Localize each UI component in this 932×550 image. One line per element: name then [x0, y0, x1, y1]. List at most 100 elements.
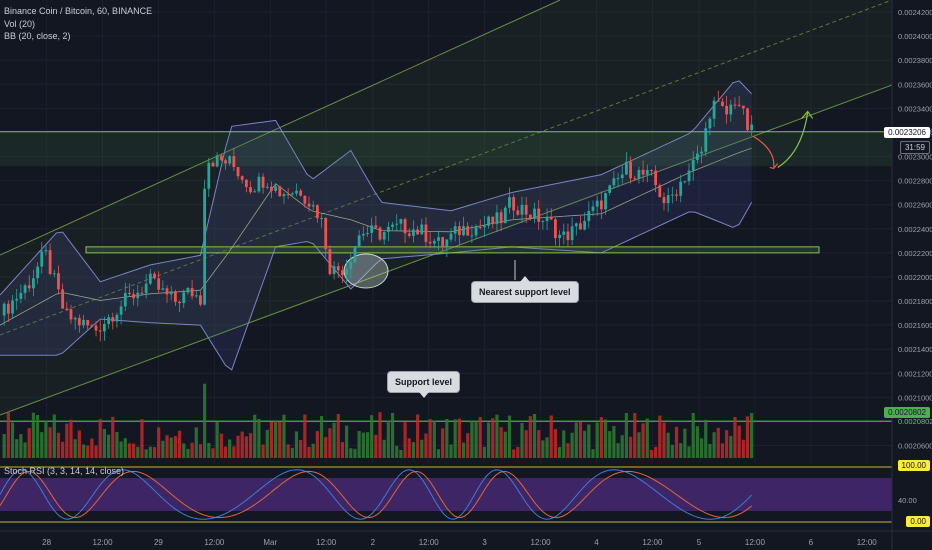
volume-bar	[461, 442, 466, 458]
candle-body	[215, 155, 219, 167]
volume-bar	[695, 426, 699, 458]
volume-bar	[136, 446, 140, 458]
candle-body	[445, 239, 449, 247]
candle-body	[449, 233, 453, 240]
candle-body	[432, 240, 436, 244]
price-tick-label: 0.0022000	[898, 273, 932, 282]
volume-bar	[253, 414, 257, 458]
candle-body	[270, 186, 273, 191]
volume-bar	[61, 441, 65, 458]
candle-body	[311, 205, 315, 207]
volume-bar	[332, 422, 336, 458]
volume-bar	[349, 448, 353, 458]
volume-bar	[232, 446, 236, 458]
candle-body	[27, 285, 31, 289]
candle-body	[549, 216, 553, 220]
price-tick-label: 0.0022600	[898, 201, 932, 210]
volume-bar	[244, 436, 248, 458]
time-tick-label: 29	[154, 538, 163, 547]
volume-bar	[294, 431, 299, 458]
candle-body	[132, 294, 136, 299]
stoch-band-fill	[0, 478, 892, 511]
volume-bar	[127, 443, 132, 458]
candle-body	[499, 212, 503, 224]
candle-body	[278, 186, 282, 197]
candle-body	[303, 195, 307, 204]
candle-body	[315, 205, 319, 219]
candle-body	[194, 295, 198, 297]
volume-bar	[474, 420, 478, 458]
candle-body	[374, 225, 378, 228]
candle-body	[733, 104, 737, 106]
volume-bar	[328, 428, 332, 458]
candle-body	[332, 266, 336, 275]
candle-body	[554, 219, 557, 239]
volume-bar	[106, 434, 111, 458]
candle-body	[257, 176, 261, 192]
candle-body	[19, 292, 23, 299]
candle-body	[157, 278, 161, 290]
volume-bar	[382, 439, 386, 458]
volume-bar	[257, 419, 261, 458]
bb-lower	[0, 202, 753, 371]
time-tick-label: 12:00	[316, 538, 337, 547]
volume-bar	[549, 415, 553, 458]
candle-body	[524, 204, 528, 215]
candle-body	[11, 300, 14, 314]
volume-bar	[541, 440, 545, 458]
candle-body	[704, 128, 708, 152]
candle-body	[537, 208, 541, 222]
volume-bar	[119, 441, 123, 458]
stoch-indicator-label: Stoch RSI (3, 3, 14, 14, close)	[4, 466, 125, 476]
candle-body	[391, 224, 394, 227]
volume-bar	[132, 443, 136, 458]
volume-bar	[307, 447, 311, 458]
volume-bar	[645, 418, 649, 458]
resistance-zone	[0, 131, 892, 167]
candle-body	[478, 226, 482, 228]
candle-body	[725, 105, 729, 115]
volume-bar	[52, 414, 56, 458]
volume-bar	[486, 422, 491, 458]
candle-body	[207, 162, 211, 189]
rsi-top-tag: 100.00	[897, 460, 930, 471]
volume-bar	[708, 443, 712, 458]
candle-body	[395, 223, 399, 225]
candle-body	[341, 270, 344, 276]
price-tick-label: 0.0021000	[898, 393, 932, 402]
volume-bar	[386, 421, 390, 458]
candle-body	[658, 185, 662, 198]
candle-body	[228, 156, 232, 164]
volume-bar	[411, 442, 416, 458]
volume-bar	[6, 412, 10, 458]
candle-body	[128, 292, 131, 295]
forecast-down-arrow	[753, 135, 775, 168]
time-tick-label: 12:00	[93, 538, 114, 547]
candle-body	[349, 262, 353, 270]
candle-body	[741, 105, 745, 109]
volume-bar	[428, 419, 432, 458]
volume-bar	[81, 444, 86, 458]
candle-body	[608, 185, 612, 193]
candle-body	[103, 323, 106, 332]
candle-body	[558, 234, 561, 239]
support-level-callout: Support level	[387, 371, 461, 398]
candle-body	[574, 223, 578, 227]
candle-body	[295, 190, 298, 194]
volume-bar	[40, 432, 44, 458]
volume-bar	[516, 446, 520, 458]
volume-bar	[215, 422, 219, 458]
volume-bar	[545, 437, 549, 458]
candle-body	[591, 206, 595, 211]
candle-body	[199, 295, 202, 305]
volume-bar	[453, 419, 457, 458]
price-tick-label: 0.0021800	[898, 297, 932, 306]
candle-body	[86, 319, 90, 326]
volume-bar	[324, 436, 328, 458]
candle-body	[77, 317, 81, 326]
bb-indicator-label: BB (20, close, 2)	[4, 31, 71, 41]
volume-bar	[374, 434, 378, 458]
volume-bar	[23, 442, 27, 458]
candle-body	[528, 214, 532, 219]
